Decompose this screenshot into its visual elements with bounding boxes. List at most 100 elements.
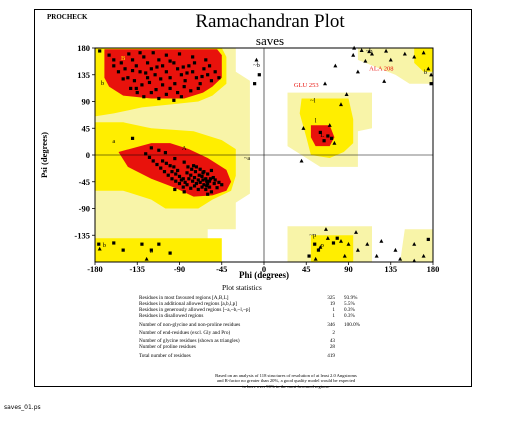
residue-square [127,52,131,56]
residue-square [207,185,212,189]
residue-triangle [367,49,372,54]
y-tick-label: -135 [74,230,90,240]
residue-square [426,237,430,242]
y-tick-label: 180 [77,43,90,53]
region-label: L [320,132,324,139]
residue-square [217,180,221,184]
residue-triangle [346,241,351,246]
residue-square [185,71,189,75]
residue-square [107,53,111,57]
residue-square [144,152,148,156]
residue-square [191,70,195,74]
residue-square [172,61,176,65]
file-label: saves_01.ps [4,404,41,411]
residue-triangle [355,247,360,252]
residue-square [202,67,206,71]
x-tick-label: 0 [262,264,266,274]
residue-square [140,83,144,87]
residue-square [142,55,146,59]
residue-square [140,242,144,246]
residue-square [144,71,148,75]
residue-triangle [412,258,417,263]
residue-square [198,180,202,184]
x-tick-label: -90 [174,264,185,274]
x-tick-label: -135 [129,264,145,274]
residue-square [168,59,172,63]
residue-square [217,76,221,80]
residue-square [189,89,193,93]
residue-triangle [354,230,359,234]
residue-square [253,82,257,86]
residue-triangle [342,253,347,258]
residue-square [181,185,185,189]
residue-square [179,95,183,99]
residue-square [194,76,198,80]
residue-square [149,67,153,71]
residue-square [177,52,182,56]
residue-square [206,181,210,186]
residue-square [200,174,204,178]
residue-square [213,178,217,182]
residue-square [121,248,125,252]
residue-square [201,171,205,175]
residue-square [205,179,209,183]
residue-square [207,64,212,68]
residue-square [151,51,155,55]
generous-region-bottomright [400,229,433,262]
region-label: b [101,80,104,87]
residue-square [335,236,339,240]
residue-square [202,183,206,187]
residue-square [192,61,197,65]
residue-square [163,151,168,155]
residue-triangle [344,92,349,96]
residue-square [183,79,187,83]
residue-square [206,172,210,176]
residue-square [220,183,224,187]
residue-square [176,168,180,173]
residue-square [116,70,121,74]
residue-square [155,162,159,167]
residue-square [172,165,176,169]
y-tick-label: -45 [79,177,90,187]
residue-square [164,161,168,165]
residue-square [166,173,170,177]
residue-square [130,58,135,62]
region-label: ~l [310,98,316,105]
residue-square [198,82,202,86]
residue-triangle [301,126,306,130]
residue-triangle [323,81,328,86]
region-label: l [315,117,317,124]
residue-triangle [388,57,393,62]
residue-square [168,164,172,168]
residue-triangle [374,253,379,258]
residue-square [196,187,200,192]
residue-triangle [333,63,338,68]
residue-square [162,170,167,174]
residue-triangle [352,45,357,50]
favoured-region-beta [104,49,222,99]
residue-square [326,134,330,138]
brand-label: PROCHECK [47,13,88,21]
residue-square [193,170,198,174]
x-tick-label: -180 [87,264,103,274]
residue-square [192,184,197,188]
residue-square [206,73,210,77]
residue-triangle [97,246,102,251]
residue-square [126,76,130,80]
residue-square [161,64,165,68]
residue-square [209,190,214,194]
residue-square [307,254,311,258]
residue-square [177,174,182,178]
residue-triangle [338,102,343,107]
y-tick-label: 45 [82,123,91,133]
residue-square [149,90,153,95]
region-label: a [112,138,115,145]
y-axis-label: Psi (degrees) [39,132,49,178]
residue-square [172,98,176,102]
residue-square [168,86,172,91]
residue-square [200,185,204,189]
residue-triangle [338,238,343,243]
residue-square [176,67,180,71]
axis-ticks: -180 -135 -90 -45 0 45 90 135 180 180 135 90 45 0 -45 -… [39,43,439,280]
residue-square [98,49,102,53]
